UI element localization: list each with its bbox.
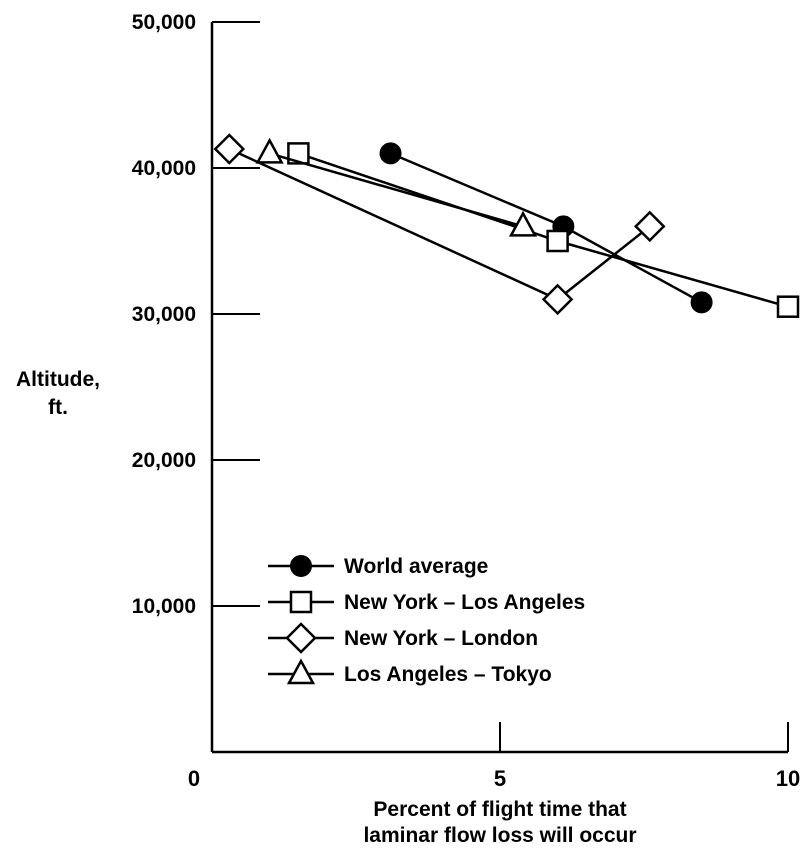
legend: World average New York – Los Angeles New Y… [268, 555, 585, 686]
y-tick-label: 40,000 [132, 157, 196, 180]
x-axis-title-line-2: laminar flow loss will occur [363, 824, 636, 847]
filled-circle-marker [290, 555, 312, 577]
x-tick-label: 0 [188, 766, 200, 791]
open-diamond-marker [285, 622, 317, 654]
y-axis-title-line-2: ft. [48, 396, 68, 419]
x-tick-label: 10 [776, 766, 800, 791]
open-diamond-marker [541, 283, 574, 316]
y-tick-label: 20,000 [132, 449, 196, 472]
legend-item-1: World average [268, 555, 488, 578]
series-line [269, 152, 524, 228]
open-square-marker [776, 295, 800, 318]
legend-label: World average [344, 555, 488, 578]
ticks: 10,000 20,000 30,000 40,000 50,000 0 5 10 [132, 11, 800, 791]
filled-circle-marker [379, 142, 402, 165]
y-axis-title-line-1: Altitude, [16, 368, 100, 391]
legend-item-3: New York – London [268, 622, 538, 654]
y-tick-label: 10,000 [132, 595, 196, 618]
legend-item-4: Los Angeles – Tokyo [268, 658, 552, 686]
series-line [297, 152, 789, 308]
open-square-marker [289, 590, 313, 614]
series-3 [213, 133, 666, 316]
series-line [228, 147, 651, 301]
x-tick-label: 5 [494, 766, 506, 791]
open-square-marker [546, 229, 569, 253]
open-triangle-marker [255, 137, 284, 164]
plot-area [213, 133, 800, 318]
open-diamond-marker [213, 133, 246, 165]
legend-item-2: New York – Los Angeles [268, 590, 585, 614]
open-triangle-marker [286, 658, 316, 685]
open-diamond-marker [633, 210, 666, 243]
open-triangle-marker [508, 210, 538, 237]
legend-label: Los Angeles – Tokyo [344, 663, 552, 686]
series-2 [287, 142, 800, 318]
filled-circle-marker [690, 291, 713, 314]
open-square-marker [287, 142, 310, 165]
legend-label: New York – London [344, 627, 538, 650]
x-axis-title-line-1: Percent of flight time that [373, 798, 626, 821]
y-tick-label: 50,000 [132, 11, 196, 34]
series-4 [255, 137, 538, 237]
y-tick-label: 30,000 [132, 303, 196, 326]
legend-label: New York – Los Angeles [344, 591, 585, 614]
axis-titles: Altitude, ft. Percent of flight time tha… [16, 368, 637, 847]
